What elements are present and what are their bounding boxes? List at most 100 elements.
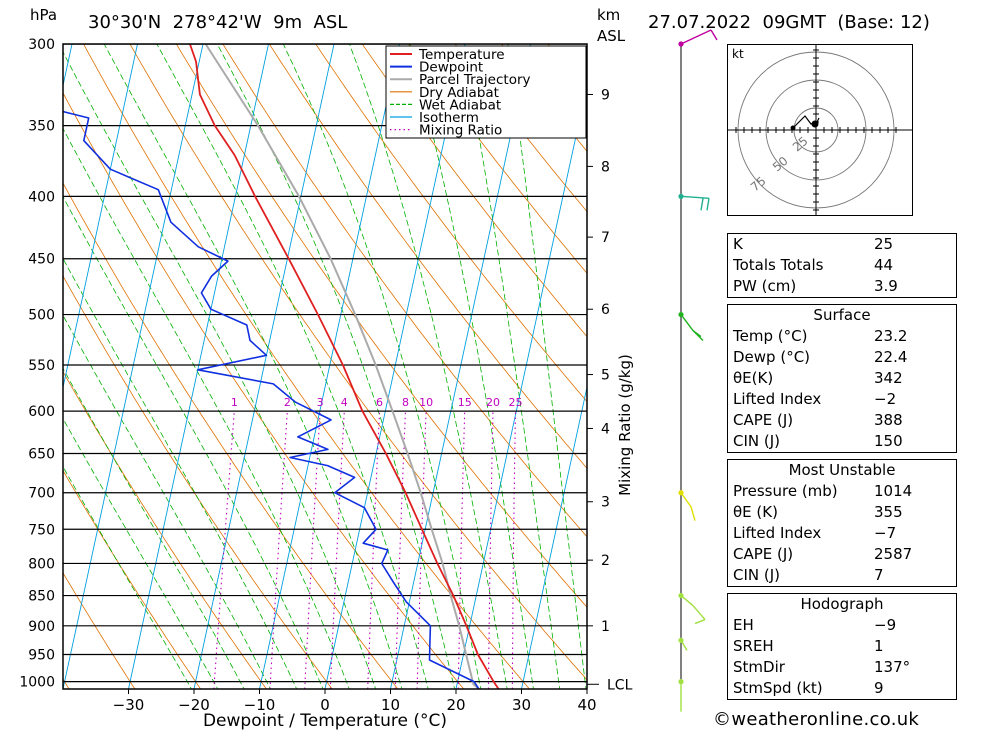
wet-adiabat-line <box>103 44 403 689</box>
wind-barb-segment <box>710 29 718 41</box>
table-row: Dewp (°C) 22.4 <box>728 347 956 368</box>
wind-barb-segment <box>694 618 706 625</box>
pressure-tick-label: 350 <box>28 119 55 135</box>
row-label: CAPE (J) <box>733 545 794 563</box>
wind-barb-segment <box>692 329 702 338</box>
legend-entry: Dewpoint <box>419 60 483 76</box>
plot-frame <box>62 43 588 690</box>
row-label: Pressure (mb) <box>733 482 838 500</box>
pressure-tick-label: 400 <box>28 189 55 205</box>
footer-credit[interactable]: ©weatheronline.co.uk <box>713 709 919 730</box>
row-value: 9 <box>874 679 884 697</box>
row-label: CAPE (J) <box>733 411 794 429</box>
row-value: 2587 <box>874 545 913 563</box>
isotherm-line <box>455 83 587 689</box>
table-row: θE (K) 355 <box>728 502 956 523</box>
row-label: Dewp (°C) <box>733 348 811 366</box>
table-row: Lifted Index −7 <box>728 523 956 544</box>
location-title: 30°30'N 278°42'W 9m ASL <box>88 12 348 33</box>
row-value: 150 <box>874 432 903 450</box>
x-tick-label: 0 <box>320 696 330 714</box>
asl-unit-label: ASL <box>597 27 626 45</box>
mixing-ratio-label: 1 <box>231 396 238 409</box>
wind-profile <box>678 29 718 712</box>
table-row: PW (cm) 3.9 <box>728 276 956 297</box>
wind-barb-icon <box>680 639 688 651</box>
dry-adiabat-line <box>361 44 587 338</box>
isotherm-line <box>586 686 587 689</box>
wet-adiabat-line <box>282 44 482 689</box>
mixing-ratio-label: 25 <box>508 396 522 409</box>
mixing-ratio-axis-label: Mixing Ratio (g/kg) <box>616 354 634 496</box>
pressure-tick-label: 700 <box>28 486 55 502</box>
x-axis-label: Dewpoint / Temperature (°C) <box>203 711 447 731</box>
pressure-tick-label: 600 <box>28 404 55 420</box>
table-row: CAPE (J) 388 <box>728 410 956 431</box>
isotherm-line <box>521 385 587 689</box>
table-row: CIN (J) 7 <box>728 565 956 586</box>
table-row: CAPE (J) 2587 <box>728 544 956 565</box>
row-label: CIN (J) <box>733 432 781 450</box>
pressure-tick-label: 850 <box>28 589 55 605</box>
wind-barb-icon <box>680 492 696 521</box>
km-tick-label: 6 <box>601 302 610 318</box>
wind-barb-icon <box>680 195 710 211</box>
row-value: 22.4 <box>874 348 908 366</box>
wet-adiabat-line <box>63 51 377 689</box>
mixing-ratio-label: 10 <box>419 396 433 409</box>
mixing-ratio-line <box>367 411 381 689</box>
pressure-tick-label: 450 <box>28 252 55 268</box>
row-label: SREH <box>733 637 774 655</box>
mixing-ratio-label: 6 <box>376 396 383 409</box>
mixing-ratio-label: 20 <box>486 396 500 409</box>
dry-adiabat-line <box>63 275 333 689</box>
legend-box <box>385 45 587 139</box>
lcl-label: LCL <box>607 677 633 693</box>
row-label: Temp (°C) <box>733 327 808 345</box>
wind-barb-segment <box>680 595 694 607</box>
pressure-tick-label: 950 <box>28 647 55 663</box>
most-unstable-title: Most Unstable <box>788 461 896 479</box>
dry-adiabat-line <box>268 44 587 469</box>
dry-adiabat-line <box>129 44 587 681</box>
hodograph-table: Hodograph EH −9 SREH 1 StmDir 137° StmSpd (kt)… <box>727 593 957 700</box>
hodograph-trace <box>792 115 820 129</box>
wet-adiabat-line <box>409 44 534 689</box>
dry-adiabat-line <box>83 44 530 689</box>
x-tick-label: 20 <box>446 696 465 714</box>
wet-adiabat-line <box>63 195 324 689</box>
dry-adiabat-line <box>63 469 202 689</box>
datetime-title: 27.07.2022 09GMT (Base: 12) <box>648 12 930 33</box>
dry-adiabat-line <box>408 44 587 274</box>
hodograph-point <box>790 125 796 131</box>
table-row: θE(K) 342 <box>728 368 956 389</box>
table-row: EH −9 <box>728 615 956 636</box>
mixing-ratio-label: 2 <box>284 396 291 409</box>
row-label: Lifted Index <box>733 524 822 542</box>
wind-barb-segment <box>690 506 696 521</box>
row-value: 25 <box>874 235 894 253</box>
wind-barb-icon <box>680 29 718 45</box>
km-tick-label: 7 <box>601 230 610 246</box>
wet-adiabat-line <box>63 465 192 689</box>
wind-barb-segment <box>692 605 706 621</box>
wet-adiabat-line <box>507 44 587 689</box>
isotherm-line <box>0 44 7 689</box>
indices-table: K 25 Totals Totals 44 PW (cm) 3.9 <box>727 233 957 298</box>
table-row: Temp (°C) 23.2 <box>728 326 956 347</box>
pressure-tick-label: 750 <box>28 522 55 538</box>
wet-adiabat-line <box>349 44 508 689</box>
isotherm-line <box>193 44 335 689</box>
dry-adiabat-line <box>175 44 587 608</box>
isotherm-line <box>324 44 466 689</box>
x-tick-label: 10 <box>381 696 400 714</box>
table-row: Pressure (mb) 1014 <box>728 481 956 502</box>
x-tick-label: −30 <box>113 696 145 714</box>
mixing-ratio-line <box>269 411 288 689</box>
dewpoint-line <box>63 110 480 689</box>
legend-entry: Dry Adiabat <box>419 85 499 101</box>
wet-adiabat-line <box>63 314 271 689</box>
mixing-ratio-line <box>511 411 517 689</box>
mixing-ratio-label: 4 <box>341 396 348 409</box>
